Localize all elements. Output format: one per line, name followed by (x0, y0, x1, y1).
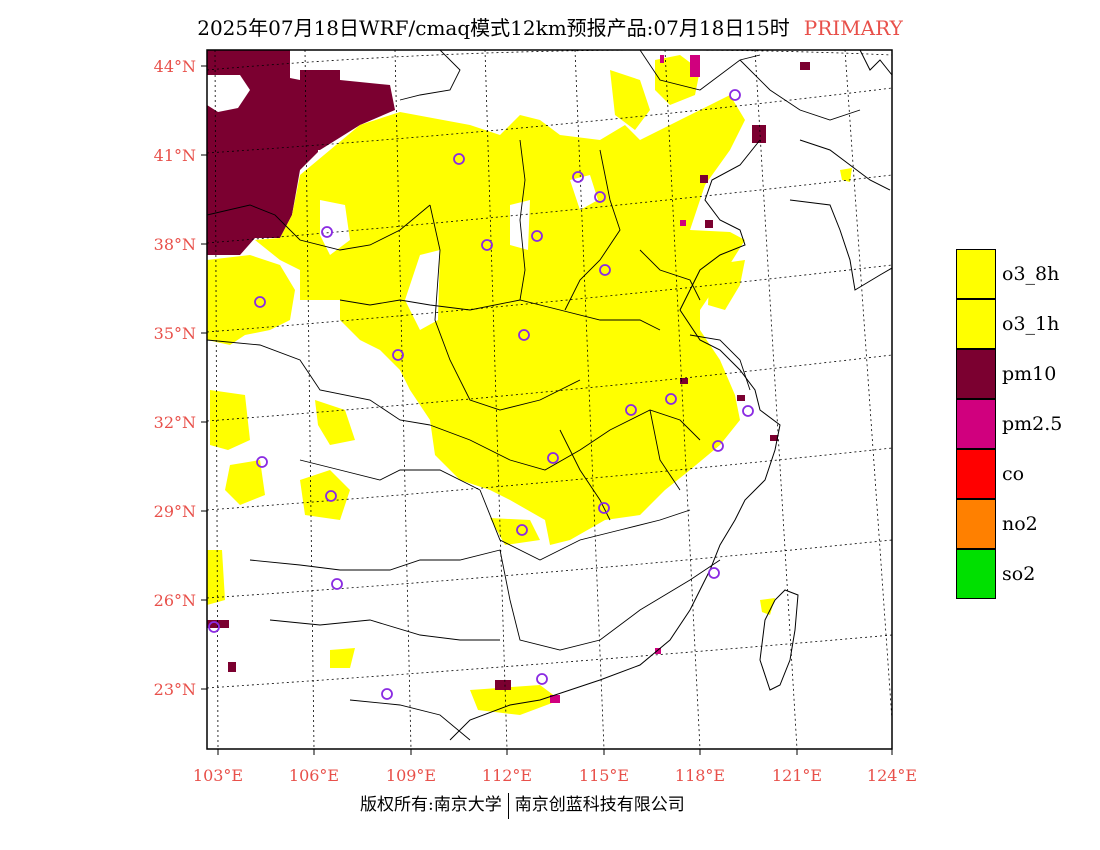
map-title: 2025年07月18日WRF/cmaq模式12km预报产品:07月18日15时 P… (0, 12, 1100, 41)
lat-label: 29°N (154, 502, 196, 521)
station-marker (665, 393, 677, 405)
lon-label: 118°E (675, 766, 725, 785)
station-marker (531, 230, 543, 242)
station-marker (453, 153, 465, 165)
lat-label: 23°N (154, 680, 196, 699)
legend-swatch (956, 299, 996, 349)
map-content (207, 50, 892, 749)
lon-label: 106°E (289, 766, 339, 785)
station-markers (208, 89, 754, 700)
title-main: 2025年07月18日WRF/cmaq模式12km预报产品:07月18日15时 (197, 16, 790, 40)
station-marker (708, 567, 720, 579)
station-marker (598, 502, 610, 514)
lat-label: 44°N (154, 57, 196, 76)
station-marker (392, 349, 404, 361)
legend-swatch (956, 249, 996, 299)
legend-label: o3_8h (1002, 263, 1060, 285)
lon-label: 121°E (772, 766, 822, 785)
station-marker (331, 578, 343, 590)
station-marker (547, 452, 559, 464)
station-marker (599, 264, 611, 276)
o3-region-central (255, 95, 745, 545)
lat-label: 32°N (154, 413, 196, 432)
legend-swatch (956, 399, 996, 449)
province-boundaries (207, 50, 861, 741)
graticule (207, 50, 892, 749)
legend-swatch (956, 549, 996, 599)
lon-label: 103°E (193, 766, 243, 785)
station-marker (254, 296, 266, 308)
title-tag: PRIMARY (803, 16, 903, 40)
map-frame (206, 49, 893, 750)
lat-label: 38°N (154, 235, 196, 254)
station-marker (625, 404, 637, 416)
lat-label: 26°N (154, 591, 196, 610)
legend-label: co (1002, 463, 1025, 485)
legend-swatch (956, 449, 996, 499)
station-marker (208, 621, 220, 633)
lon-label: 124°E (867, 766, 917, 785)
lat-label: 41°N (154, 146, 196, 165)
station-marker (516, 524, 528, 536)
lat-label: 35°N (154, 324, 196, 343)
copyright-footer: 版权所有:南京大学 南京创蓝科技有限公司 (360, 790, 685, 819)
station-marker (536, 673, 548, 685)
lon-label: 112°E (482, 766, 532, 785)
legend-label: so2 (1002, 563, 1036, 585)
footer-right: 南京创蓝科技有限公司 (514, 795, 685, 815)
legend-swatch (956, 499, 996, 549)
station-marker (321, 226, 333, 238)
station-marker (572, 171, 584, 183)
station-marker (518, 329, 530, 341)
legend-label: o3_1h (1002, 313, 1060, 335)
station-marker (729, 89, 741, 101)
coastline (449, 50, 892, 741)
station-marker (742, 405, 754, 417)
legend-label: no2 (1002, 513, 1038, 535)
pm10-region-northwest (207, 50, 395, 255)
longitude-axis: 103°E 106°E 109°E 112°E 115°E 118°E 121°E 124°E (193, 749, 917, 785)
station-marker (256, 456, 268, 468)
station-marker (712, 440, 724, 452)
footer-left: 版权所有:南京大学 (360, 795, 502, 815)
legend-label: pm2.5 (1002, 413, 1063, 435)
lon-label: 109°E (386, 766, 436, 785)
legend-label: pm10 (1002, 363, 1057, 385)
footer-separator (507, 792, 509, 819)
station-marker (325, 490, 337, 502)
station-marker (594, 191, 606, 203)
station-marker (481, 239, 493, 251)
legend-swatch (956, 349, 996, 399)
station-marker (381, 688, 393, 700)
lon-label: 115°E (579, 766, 629, 785)
latitude-axis: 44°N 41°N 38°N 35°N 32°N 29°N 26°N 23°N (154, 57, 207, 699)
